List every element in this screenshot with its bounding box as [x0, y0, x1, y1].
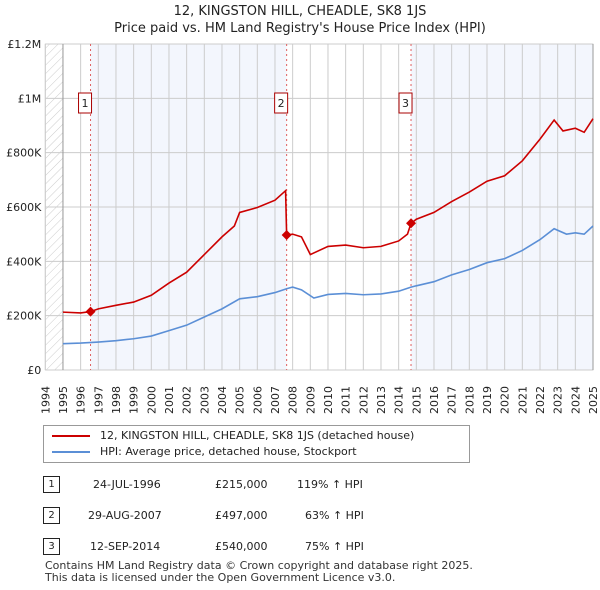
x-tick-label: 2009 [304, 386, 317, 414]
x-tick-label: 2006 [251, 386, 264, 414]
x-tick-label: 2007 [269, 386, 282, 414]
sale-row: 1 24-JUL-1996 £215,000 119% ↑ HPI [43, 476, 443, 494]
x-tick-label: 2014 [393, 386, 406, 414]
x-tick-label: 1997 [92, 386, 105, 414]
price-paid-line [62, 118, 594, 314]
y-tick-label: £600K [6, 201, 42, 214]
sale-hpi: 119% ↑ HPI [297, 478, 363, 491]
x-tick-label: 2022 [534, 386, 547, 414]
footer-line: Contains HM Land Registry data © Crown c… [45, 559, 473, 572]
x-tick-label: 2001 [163, 386, 176, 414]
x-tick-label: 1998 [110, 386, 123, 414]
sale-date: 24-JUL-1996 [93, 478, 161, 491]
x-tick-label: 2024 [569, 386, 582, 414]
legend-swatch-blue [52, 451, 90, 453]
x-tick-label: 1995 [57, 386, 70, 414]
sale-label-box [274, 92, 289, 114]
sale-hpi: 75% ↑ HPI [305, 540, 364, 553]
x-tick-label: 1996 [75, 386, 88, 414]
hpi-line [62, 225, 594, 345]
x-tick-label: 2010 [322, 386, 335, 414]
legend-swatch-red [52, 435, 90, 437]
legend-item-property: 12, KINGSTON HILL, CHEADLE, SK8 1JS (det… [52, 429, 414, 443]
sale-label: 3 [402, 97, 409, 110]
sale-date: 12-SEP-2014 [90, 540, 161, 553]
sale-date: 29-AUG-2007 [88, 509, 162, 522]
legend-item-hpi: HPI: Average price, detached house, Stoc… [52, 445, 357, 459]
y-tick-label: £200K [6, 310, 42, 323]
x-tick-label: 2020 [499, 386, 512, 414]
x-tick-label: 2012 [357, 386, 370, 414]
y-tick-label: £400K [6, 255, 42, 268]
sale-price: £540,000 [215, 540, 268, 553]
x-tick-label: 2008 [287, 386, 300, 414]
sale-row: 2 29-AUG-2007 £497,000 63% ↑ HPI [43, 507, 443, 525]
y-tick-label: £1M [18, 92, 42, 105]
sale-point [406, 218, 417, 229]
x-tick-label: 2023 [552, 386, 565, 414]
legend: 12, KINGSTON HILL, CHEADLE, SK8 1JS (det… [43, 425, 470, 463]
sale-row: 3 12-SEP-2014 £540,000 75% ↑ HPI [43, 538, 443, 556]
x-tick-label: 2004 [216, 386, 229, 414]
y-tick-label: £1.2M [7, 38, 41, 51]
footer-line: This data is licensed under the Open Gov… [45, 571, 396, 584]
sale-label: 1 [82, 97, 89, 110]
x-tick-label: 2025 [587, 386, 600, 414]
x-tick-label: 2005 [234, 386, 247, 414]
sale-price: £497,000 [215, 509, 268, 522]
footer: Contains HM Land Registry data © Crown c… [45, 560, 473, 584]
sale-label-box [78, 92, 93, 114]
sale-point [281, 229, 292, 240]
x-tick-label: 2011 [340, 386, 353, 414]
x-tick-label: 1999 [128, 386, 141, 414]
y-tick-label: £0 [27, 364, 41, 377]
x-tick-label: 2000 [145, 386, 158, 414]
sale-label: 2 [278, 97, 285, 110]
x-tick-label: 2016 [428, 386, 441, 414]
x-tick-label: 2018 [463, 386, 476, 414]
sale-point [85, 306, 96, 317]
legend-label: 12, KINGSTON HILL, CHEADLE, SK8 1JS (det… [100, 429, 415, 442]
legend-label: HPI: Average price, detached house, Stoc… [100, 445, 357, 458]
sale-badge: 3 [43, 538, 60, 555]
sale-price: £215,000 [215, 478, 268, 491]
x-tick-label: 2003 [198, 386, 211, 414]
sale-hpi: 63% ↑ HPI [305, 509, 364, 522]
y-tick-label: £800K [6, 147, 42, 160]
x-tick-label: 2013 [375, 386, 388, 414]
x-tick-label: 2017 [446, 386, 459, 414]
sale-badge: 1 [43, 476, 60, 493]
x-tick-label: 2002 [181, 386, 194, 414]
chart-title: 12, KINGSTON HILL, CHEADLE, SK8 1JS [173, 4, 427, 19]
sale-label-box [398, 92, 413, 114]
x-tick-label: 1994 [39, 386, 52, 414]
x-tick-label: 2015 [410, 386, 423, 414]
chart-svg: 1994 1995 1996 1997 1998 1999 2000 2001 2002 2003… [6, 38, 600, 414]
sale-badge: 2 [43, 507, 60, 524]
x-tick-label: 2021 [516, 386, 529, 414]
x-tick-label: 2019 [481, 386, 494, 414]
chart-subtitle: Price paid vs. HM Land Registry's House … [114, 21, 486, 36]
